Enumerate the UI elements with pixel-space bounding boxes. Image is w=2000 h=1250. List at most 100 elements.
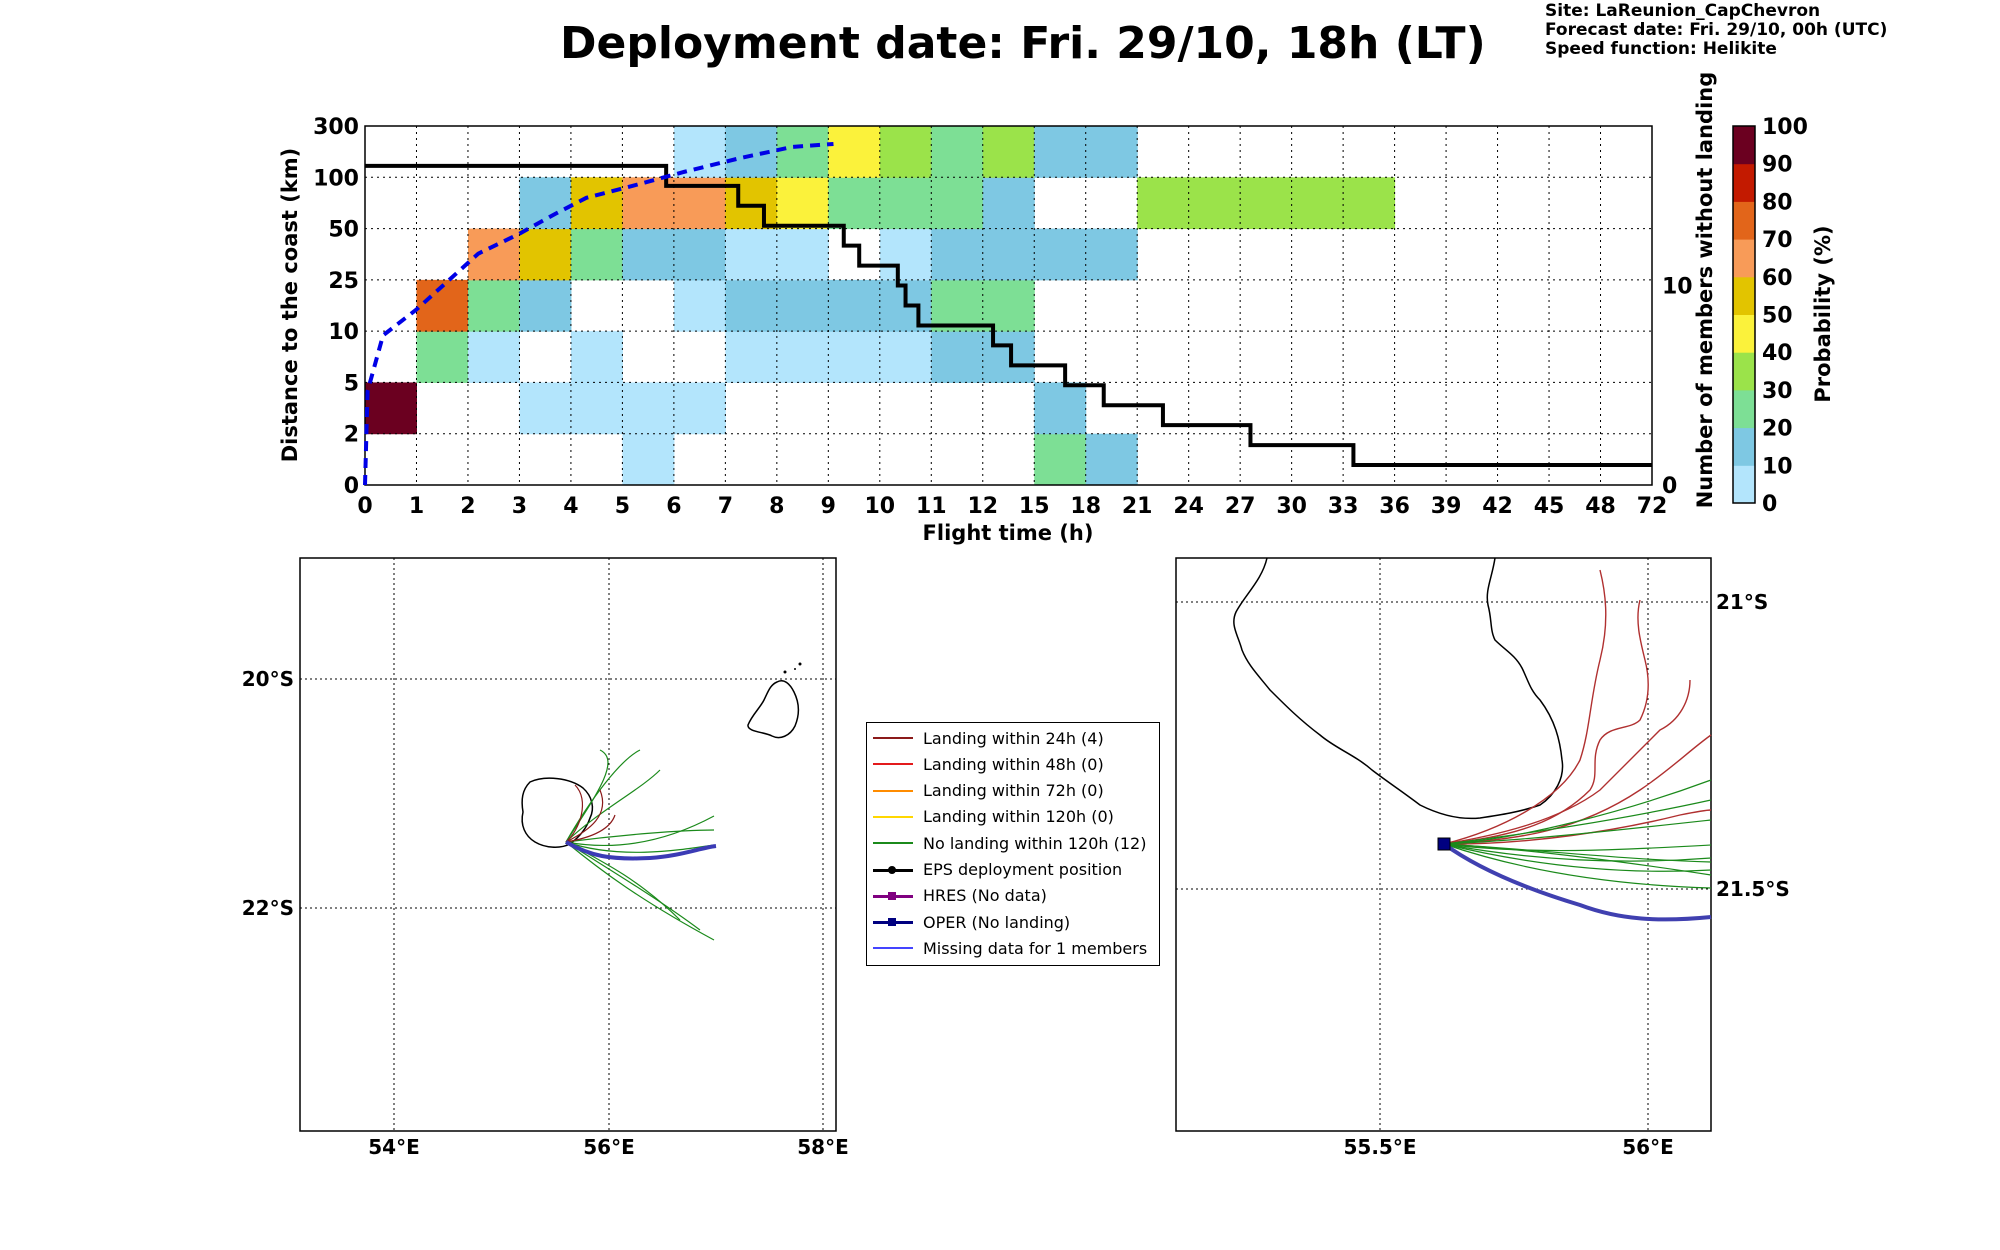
heatmap-cell <box>622 382 675 435</box>
heatmap-cell <box>416 331 469 383</box>
heatmap-cell <box>982 177 1035 230</box>
map-left-x-tick: 56°E <box>583 1135 635 1159</box>
heatmap-cell <box>519 382 572 435</box>
map-left-trajectories-green <box>565 749 715 941</box>
legend-label: Landing within 24h (4) <box>923 728 1104 748</box>
speed-function-label: Speed function: Helikite <box>1545 39 1777 59</box>
map-right-oper-trajectory <box>1442 842 1712 922</box>
legend: Landing within 24h (4) Landing within 48h… <box>866 722 1160 966</box>
heatmap-cell <box>1188 177 1241 230</box>
x-tick-label: 0 <box>357 494 372 519</box>
heatmap-cell <box>879 177 932 230</box>
site-label: Site: LaReunion_CapChevron <box>1545 1 1821 21</box>
heatmap-cell <box>570 331 623 383</box>
heatmap-y2label: Number of members without landing <box>1693 72 1717 509</box>
colorbar-segment <box>1733 276 1755 315</box>
trajectory <box>1443 779 1712 845</box>
x-tick-label: 21 <box>1122 494 1153 519</box>
colorbar-tick-label: 100 <box>1762 115 1808 140</box>
heatmap-cell <box>1085 433 1138 486</box>
x-tick-label: 1 <box>409 494 424 519</box>
map-right-x-tick: 55.5°E <box>1343 1135 1416 1159</box>
heatmap-cell <box>570 177 623 230</box>
heatmap-cell <box>519 228 572 281</box>
heatmap-cell <box>1137 177 1190 230</box>
heatmap-frame <box>364 125 1653 486</box>
map-right-x-tick: 56°E <box>1622 1135 1674 1159</box>
legend-item: Landing within 48h (0) <box>873 753 1104 775</box>
legend-swatch <box>873 836 913 850</box>
trajectory <box>565 814 616 843</box>
legend-label: Landing within 120h (0) <box>923 807 1114 827</box>
x-tick-label: 48 <box>1585 494 1616 519</box>
map-right-y-tick: 21.5°S <box>1716 877 1790 901</box>
colorbar-tick-label: 30 <box>1762 379 1793 404</box>
map-left-gridlines <box>300 558 836 1131</box>
legend-item: Landing within 24h (4) <box>873 727 1104 749</box>
legend-swatch <box>873 863 913 877</box>
heatmap-ylabel: Distance to the coast (km) <box>278 148 302 463</box>
y-tick-label: 50 <box>328 218 359 243</box>
colorbar-segment <box>1733 201 1755 240</box>
legend-label: EPS deployment position <box>923 860 1123 879</box>
y-tick-label: 2 <box>344 423 359 448</box>
trajectory <box>1443 799 1712 845</box>
heatmap-cell <box>931 279 984 332</box>
x-tick-label: 33 <box>1328 494 1359 519</box>
heatmap-cell <box>725 331 778 383</box>
heatmap-cell <box>1034 382 1087 435</box>
y2-tick-label: 10 <box>1662 275 1693 300</box>
heatmap-cell <box>879 126 932 178</box>
legend-label: No landing within 120h (12) <box>923 833 1147 853</box>
heatmap-cell <box>622 433 675 486</box>
legend-label: Missing data for 1 members <box>923 938 1148 958</box>
page-title: Deployment date: Fri. 29/10, 18h (LT) <box>560 18 1486 69</box>
colorbar-frame <box>1732 125 1756 504</box>
trajectory <box>1443 734 1712 845</box>
colorbar-tick-label: 90 <box>1762 153 1793 178</box>
legend-swatch <box>873 889 913 903</box>
trajectory <box>565 841 715 941</box>
heatmap-cell <box>1085 126 1138 178</box>
mauritius-island-coastline <box>747 680 799 739</box>
heatmap-cell <box>776 228 829 281</box>
heatmap-cell <box>673 228 726 281</box>
heatmap-cell <box>776 279 829 332</box>
x-tick-label: 7 <box>718 494 733 519</box>
heatmap-cell <box>931 331 984 383</box>
heatmap-cell <box>570 228 623 281</box>
trajectory <box>565 829 715 843</box>
trajectory <box>1443 679 1691 845</box>
heatmap-cell <box>776 331 829 383</box>
legend-item: EPS deployment position <box>873 859 1122 881</box>
x-tick-label: 15 <box>1019 494 1050 519</box>
heatmap-cell <box>931 126 984 178</box>
legend-swatch <box>873 757 913 771</box>
heatmap-cell <box>1343 177 1396 230</box>
heatmap-cell <box>982 331 1035 383</box>
legend-item: Landing within 120h (0) <box>873 806 1114 828</box>
heatmap-cell <box>622 228 675 281</box>
legend-item: No landing within 120h (12) <box>873 832 1146 854</box>
heatmap-cell <box>828 279 881 332</box>
x-tick-label: 4 <box>563 494 578 519</box>
y-tick-label: 5 <box>344 371 359 396</box>
trajectory <box>1443 809 1712 845</box>
heatmap-cell <box>879 228 932 281</box>
map-right-y-tick: 21°S <box>1716 590 1768 614</box>
heatmap-cell <box>776 126 829 178</box>
legend-swatch <box>873 784 913 798</box>
map-right-ticks: 55.5°E 56°E 21°S 21.5°S <box>1343 590 1789 1159</box>
colorbar-label: Probability (%) <box>1811 225 1835 402</box>
map-right-trajectories-green <box>1443 779 1712 889</box>
heatmap-cell <box>982 228 1035 281</box>
islet <box>783 670 787 674</box>
colorbar-segment <box>1733 239 1755 278</box>
heatmap-cell <box>1291 177 1344 230</box>
x-tick-label: 45 <box>1534 494 1565 519</box>
colorbar-tick-label: 60 <box>1762 266 1793 291</box>
y-tick-label: 25 <box>328 269 359 294</box>
colorbar-tick-label: 70 <box>1762 228 1793 253</box>
heatmap-cell <box>982 279 1035 332</box>
colorbar-tick-label: 10 <box>1762 454 1793 479</box>
